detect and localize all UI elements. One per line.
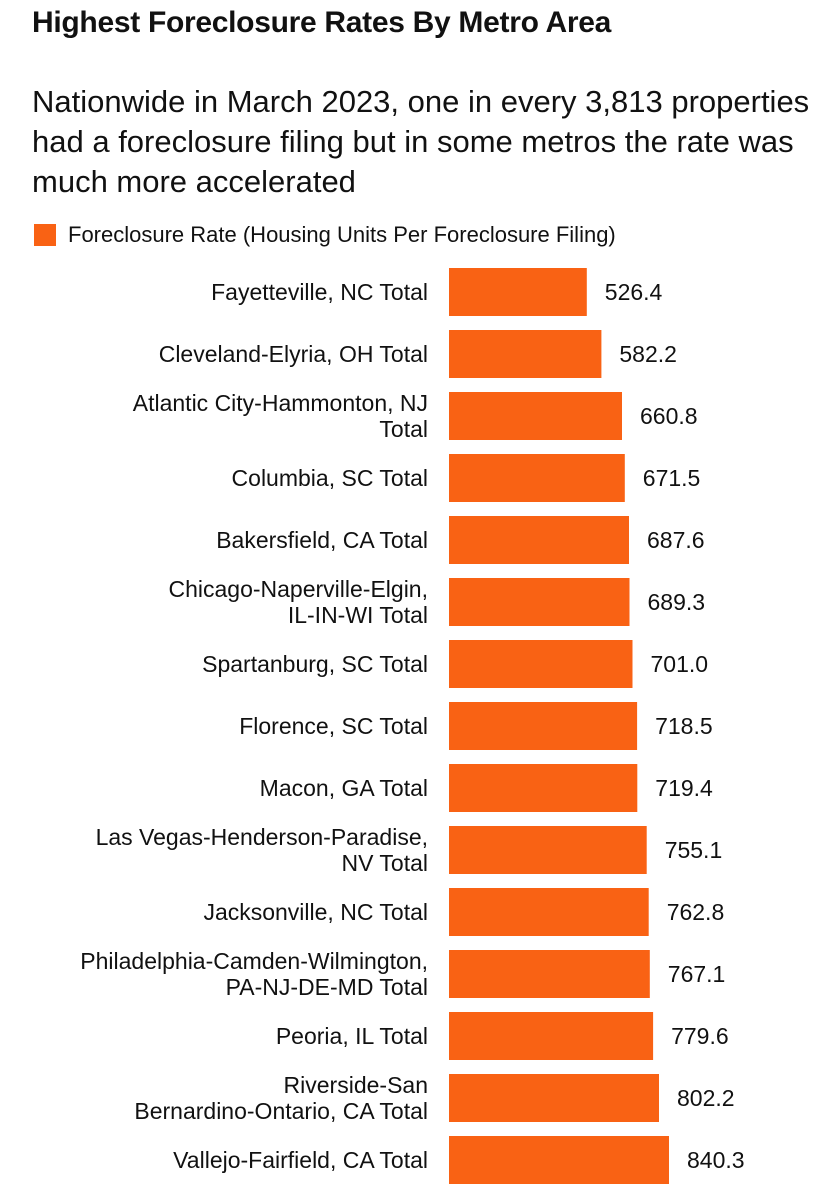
category-label-line: Atlantic City-Hammonton, NJ	[133, 390, 428, 416]
bar-4	[449, 516, 629, 564]
category-label-4: Bakersfield, CA Total	[216, 527, 428, 553]
category-label-line: Las Vegas-Henderson-Paradise,	[96, 824, 428, 850]
category-label-line: Philadelphia-Camden-Wilmington,	[80, 948, 428, 974]
bar-12	[449, 1012, 654, 1060]
category-label-line: Total	[379, 416, 428, 442]
value-label-14: 840.3	[687, 1147, 745, 1173]
bar-14	[449, 1136, 669, 1184]
category-label-line: NV Total	[341, 850, 428, 876]
value-label-10: 762.8	[667, 899, 725, 925]
legend-label: Foreclosure Rate (Housing Units Per Fore…	[68, 222, 616, 247]
bar-1	[449, 330, 602, 378]
category-label-1: Cleveland-Elyria, OH Total	[159, 341, 428, 367]
value-label-2: 660.8	[640, 403, 698, 429]
bar-6	[449, 640, 633, 688]
bar-8	[449, 764, 638, 812]
bar-10	[449, 888, 649, 936]
category-label-14: Vallejo-Fairfield, CA Total	[173, 1147, 428, 1173]
legend: Foreclosure Rate (Housing Units Per Fore…	[34, 222, 616, 248]
value-label-8: 719.4	[655, 775, 713, 801]
value-label-13: 802.2	[677, 1085, 735, 1111]
bar-9	[449, 826, 647, 874]
bar-7	[449, 702, 638, 750]
bar-5	[449, 578, 630, 626]
value-label-1: 582.2	[619, 341, 677, 367]
bar-13	[449, 1074, 659, 1122]
value-label-4: 687.6	[647, 527, 705, 553]
chart-subtitle: Nationwide in March 2023, one in every 3…	[32, 84, 810, 199]
value-label-12: 779.6	[671, 1023, 729, 1049]
value-label-6: 701.0	[651, 651, 709, 677]
value-label-7: 718.5	[655, 713, 713, 739]
category-label-2: Atlantic City-Hammonton, NJ Total	[133, 390, 428, 442]
category-label-line: Riverside-San	[284, 1072, 428, 1098]
value-label-9: 755.1	[665, 837, 723, 863]
category-label-line: Bernardino-Ontario, CA Total	[134, 1098, 428, 1124]
category-label-5: Chicago-Naperville-Elgin, IL-IN-WI Total	[168, 576, 428, 628]
chart-title: Highest Foreclosure Rates By Metro Area	[32, 6, 612, 39]
category-label-line: IL-IN-WI Total	[288, 602, 428, 628]
value-label-3: 671.5	[643, 465, 701, 491]
category-label-8: Macon, GA Total	[260, 775, 428, 801]
category-label-12: Peoria, IL Total	[276, 1023, 428, 1049]
value-label-0: 526.4	[605, 279, 663, 305]
bar-11	[449, 950, 650, 998]
legend-swatch	[34, 224, 56, 246]
value-label-11: 767.1	[668, 961, 726, 987]
value-label-5: 689.3	[648, 589, 706, 615]
category-label-line: PA-NJ-DE-MD Total	[226, 974, 428, 1000]
category-label-9: Las Vegas-Henderson-Paradise, NV Total	[96, 824, 428, 876]
category-label-7: Florence, SC Total	[239, 713, 428, 739]
bar-0	[449, 268, 587, 316]
bar-3	[449, 454, 625, 502]
category-label-0: Fayetteville, NC Total	[211, 279, 428, 305]
category-label-6: Spartanburg, SC Total	[202, 651, 428, 677]
category-label-13: Riverside-San Bernardino-Ontario, CA Tota…	[134, 1072, 428, 1124]
category-label-3: Columbia, SC Total	[232, 465, 428, 491]
bar-2	[449, 392, 622, 440]
category-label-line: Chicago-Naperville-Elgin,	[168, 576, 428, 602]
category-label-11: Philadelphia-Camden-Wilmington, PA-NJ-DE-…	[80, 948, 428, 1000]
category-label-10: Jacksonville, NC Total	[203, 899, 428, 925]
